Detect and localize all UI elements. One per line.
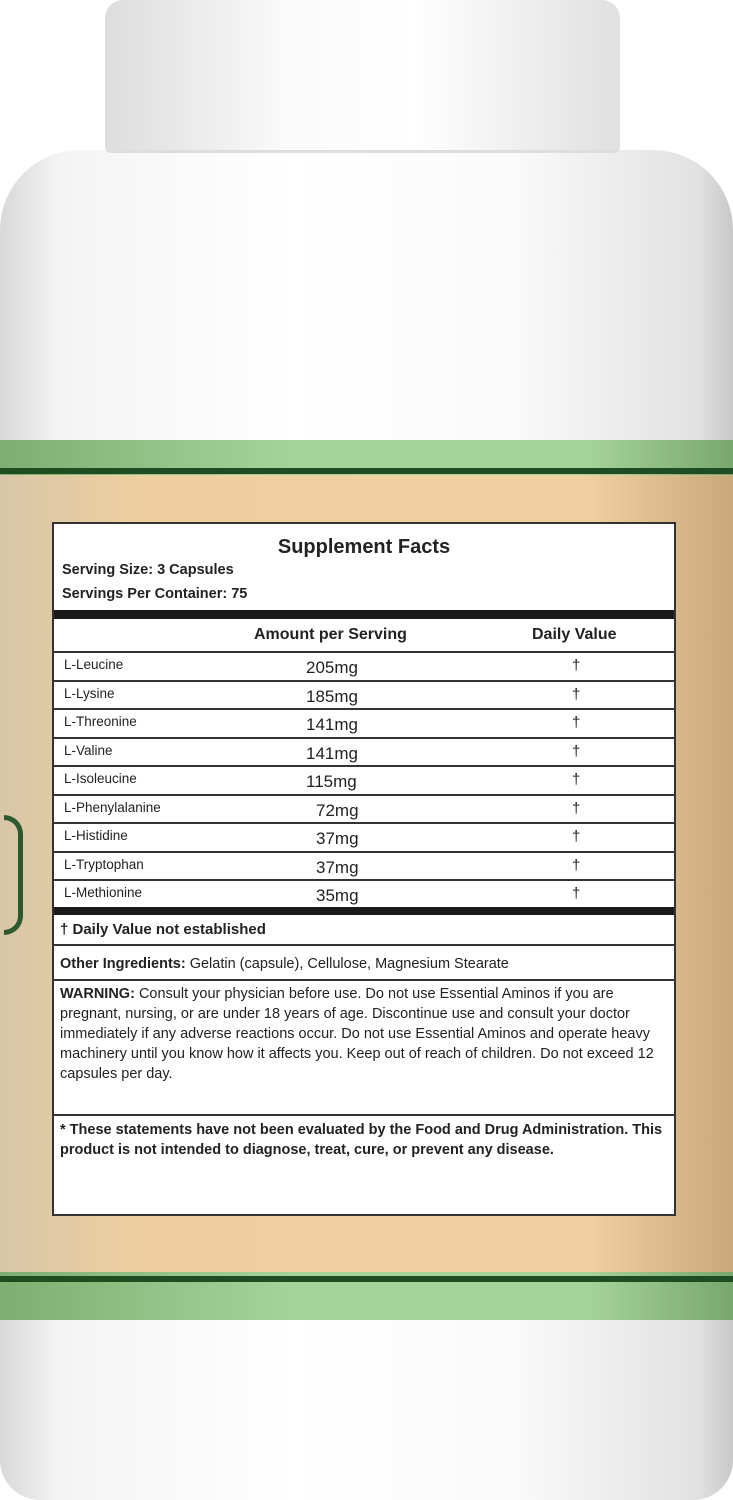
ingredient-daily-value: † bbox=[572, 856, 581, 874]
divider bbox=[54, 850, 674, 853]
ingredient-name: L-Isoleucine bbox=[64, 771, 137, 786]
ingredient-name: L-Histidine bbox=[64, 828, 128, 843]
ingredient-name: L-Leucine bbox=[64, 657, 124, 672]
bottle-cap bbox=[105, 0, 620, 153]
supplement-facts-panel: Supplement Facts Serving Size: 3 Capsule… bbox=[52, 522, 676, 1216]
ingredient-daily-value: † bbox=[572, 885, 581, 902]
daily-value-header: Daily Value bbox=[532, 626, 617, 643]
divider bbox=[54, 1114, 674, 1116]
partial-logo-letter bbox=[4, 815, 23, 935]
ingredient-name: L-Methionine bbox=[64, 885, 143, 900]
ingredient-daily-value: † bbox=[572, 828, 581, 845]
warning-text: Consult your physician before use. Do no… bbox=[60, 986, 654, 1082]
ingredient-name: L-Threonine bbox=[64, 714, 137, 729]
divider bbox=[54, 736, 674, 739]
other-ingredients: Other Ingredients: Gelatin (capsule), Ce… bbox=[60, 954, 666, 974]
ingredient-amount: 205mg bbox=[306, 658, 358, 677]
ingredient-amount: 72mg bbox=[316, 800, 359, 820]
divider bbox=[54, 907, 674, 915]
facts-title: Supplement Facts bbox=[277, 536, 451, 558]
ingredient-amount: 185mg bbox=[306, 686, 358, 706]
divider bbox=[54, 822, 674, 824]
divider bbox=[54, 944, 674, 946]
divider bbox=[54, 879, 674, 881]
ingredient-daily-value: † bbox=[572, 799, 581, 817]
ingredient-amount: 37mg bbox=[316, 829, 359, 848]
warning: WARNING: Consult your physician before u… bbox=[60, 984, 666, 1084]
ingredient-name: L-Valine bbox=[64, 742, 113, 758]
top-green-band bbox=[0, 440, 733, 476]
divider bbox=[54, 651, 674, 653]
divider bbox=[54, 793, 674, 796]
ingredient-name: L-Tryptophan bbox=[64, 856, 144, 872]
dv-note: † Daily Value not established bbox=[60, 921, 266, 938]
divider bbox=[54, 610, 674, 619]
ingredient-amount: 141mg bbox=[306, 715, 358, 734]
other-ingredients-label: Other Ingredients: bbox=[60, 956, 186, 972]
ingredient-name: L-Phenylalanine bbox=[64, 799, 161, 815]
fda-disclaimer: * These statements have not been evaluat… bbox=[60, 1122, 663, 1158]
ingredient-amount: 141mg bbox=[306, 743, 358, 763]
bottom-green-band bbox=[0, 1272, 733, 1320]
ingredient-daily-value: † bbox=[572, 685, 581, 703]
ingredient-name: L-Lysine bbox=[64, 685, 115, 701]
serving-size: Serving Size: 3 Capsules bbox=[62, 562, 234, 578]
ingredient-amount: 115mg bbox=[306, 772, 357, 791]
ingredient-daily-value: † bbox=[572, 714, 581, 731]
divider bbox=[54, 679, 674, 682]
warning-label: WARNING: bbox=[60, 986, 135, 1002]
other-ingredients-text: Gelatin (capsule), Cellulose, Magnesium … bbox=[185, 956, 509, 972]
amount-header: Amount per Serving bbox=[254, 626, 407, 643]
divider bbox=[54, 979, 674, 981]
ingredient-daily-value: † bbox=[572, 742, 581, 760]
servings-per-container: Servings Per Container: 75 bbox=[62, 586, 248, 602]
divider bbox=[54, 765, 674, 767]
ingredient-amount: 35mg bbox=[316, 886, 359, 905]
ingredient-daily-value: † bbox=[572, 657, 581, 674]
ingredient-amount: 37mg bbox=[316, 857, 359, 877]
divider bbox=[54, 708, 674, 710]
ingredient-daily-value: † bbox=[572, 771, 581, 788]
